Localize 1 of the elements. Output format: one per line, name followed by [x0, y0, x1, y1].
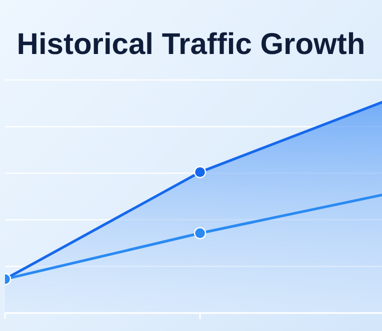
- chart-title: Historical Traffic Growth: [16, 28, 366, 62]
